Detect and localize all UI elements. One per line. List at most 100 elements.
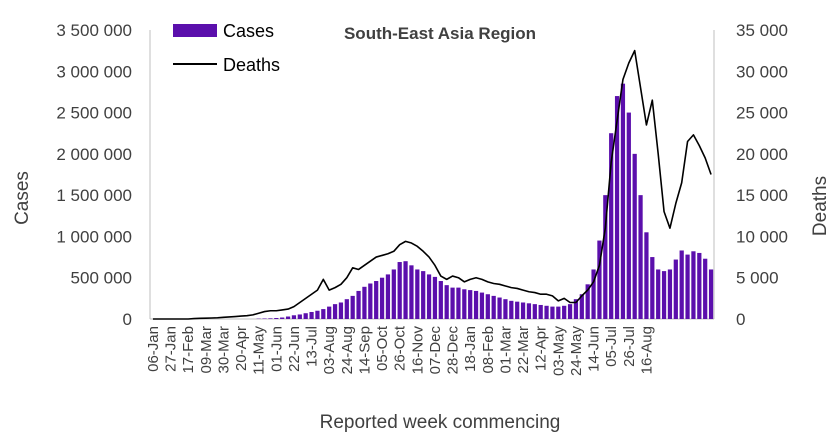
x-tick-label: 18-Jan <box>462 326 479 372</box>
cases-bar <box>327 306 332 319</box>
cases-bar <box>291 315 297 319</box>
cases-bar <box>644 232 649 319</box>
x-tick-label: 01-Jun <box>268 326 285 372</box>
cases-bar <box>262 318 267 319</box>
cases-bar <box>456 287 461 319</box>
cases-bar <box>520 302 526 319</box>
x-tick-label: 03-May <box>550 326 567 377</box>
y-tick-label: 1 500 000 <box>56 186 132 205</box>
cases-bar <box>497 297 502 319</box>
cases-bar <box>362 286 367 319</box>
cases-bar <box>685 254 690 319</box>
cases-bar <box>309 311 314 319</box>
cases-bar <box>391 269 396 319</box>
y-tick-label: 500 000 <box>71 269 132 288</box>
x-tick-label: 05-Jul <box>603 326 620 367</box>
cases-bar <box>338 302 344 319</box>
x-tick-label: 03-Aug <box>321 326 338 374</box>
y-tick-label: 3 500 000 <box>56 21 132 40</box>
cases-bar <box>515 301 520 319</box>
x-tick-label: 22-Mar <box>515 326 532 374</box>
cases-bar <box>491 295 496 319</box>
cases-bar <box>485 294 490 319</box>
x-axis-title: Reported week commencing <box>320 412 561 433</box>
x-tick-label: 24-Aug <box>339 326 356 374</box>
cases-bar <box>274 318 279 319</box>
y-tick-label: 0 <box>123 310 132 329</box>
cases-bar <box>356 290 361 319</box>
cases-bar <box>421 271 426 319</box>
cases-bar <box>409 265 414 319</box>
cases-bar <box>297 314 302 319</box>
x-tick-label: 27-Jan <box>163 326 180 372</box>
cases-bar <box>703 258 708 319</box>
cases-bar <box>503 299 508 319</box>
y-axis-title: Cases <box>12 171 33 225</box>
legend-cases-swatch <box>173 24 217 37</box>
x-tick-label: 16-Aug <box>638 326 655 374</box>
cases-bar <box>462 289 467 319</box>
cases-bar <box>432 276 438 319</box>
cases-bar <box>661 271 667 319</box>
y2-tick-label: 10 000 <box>736 227 788 246</box>
x-tick-label: 22-Jun <box>286 326 303 372</box>
cases-bar <box>479 292 485 319</box>
cases-bar <box>691 251 696 319</box>
x-tick-label: 26-Oct <box>392 325 409 371</box>
x-tick-label: 14-Jun <box>586 326 603 372</box>
cases-bar <box>368 283 373 319</box>
cases-bar <box>315 310 320 319</box>
deaths-line <box>152 49 712 320</box>
x-tick-label: 05-Oct <box>374 325 391 371</box>
x-tick-label: 01-Mar <box>497 326 514 374</box>
cases-bar <box>626 112 631 319</box>
y2-tick-label: 30 000 <box>736 62 788 81</box>
cases-bar <box>603 195 608 319</box>
cases-bar <box>285 316 291 319</box>
x-tick-label: 08-Feb <box>480 326 497 374</box>
y2-tick-label: 25 000 <box>736 104 788 123</box>
y-tick-label: 2 000 000 <box>56 145 132 164</box>
x-tick-label: 06-Jan <box>145 326 162 372</box>
x-axis-ticks: 06-Jan 27-Jan 17-Feb 09-Mar 30-Mar 20-Apr 11-M… <box>145 325 656 376</box>
y-axis-left-ticks: 0 500 000 1 000 000 1 500 000 2 000 000 2 500… <box>56 21 132 329</box>
cases-bar <box>438 281 443 319</box>
y2-tick-label: 5 000 <box>736 269 779 288</box>
cases-bar <box>544 305 549 319</box>
y-tick-label: 3 000 000 <box>56 62 132 81</box>
cases-bar <box>614 96 620 319</box>
cases-bar <box>374 281 379 319</box>
cases-bar <box>332 304 338 319</box>
cases-bar <box>280 317 285 319</box>
cases-bar <box>509 300 514 319</box>
cases-bar <box>632 153 637 319</box>
x-tick-label: 26-Jul <box>621 326 638 367</box>
cases-bar <box>268 318 273 319</box>
cases-bar <box>426 274 432 319</box>
cases-bars <box>256 83 714 319</box>
cases-bar <box>385 274 391 319</box>
x-tick-label: 28-Dec <box>445 326 462 375</box>
cases-bar <box>562 305 567 319</box>
x-tick-label: 09-Mar <box>198 326 215 374</box>
cases-bar <box>550 306 555 319</box>
cases-bar <box>538 304 543 319</box>
cases-bar <box>620 83 626 319</box>
cases-bar <box>473 290 479 319</box>
y-axis-right-ticks: 0 5 000 10 000 15 000 20 000 25 000 30 000 35 0… <box>736 21 788 329</box>
x-tick-label: 20-Apr <box>233 326 250 371</box>
legend: Cases Deaths <box>173 21 280 75</box>
deaths-line-layer <box>152 49 712 320</box>
y2-axis-title: Deaths <box>810 176 831 236</box>
cases-bar <box>585 284 590 319</box>
y2-tick-label: 20 000 <box>736 145 788 164</box>
x-tick-label: 17-Feb <box>180 326 197 374</box>
cases-bar <box>450 287 455 319</box>
y2-tick-label: 15 000 <box>736 186 788 205</box>
cases-bar <box>415 269 420 319</box>
cases-bar <box>532 304 537 319</box>
legend-deaths-label: Deaths <box>223 55 280 75</box>
chart-title: South-East Asia Region <box>344 24 536 43</box>
x-tick-label: 12-Apr <box>533 326 550 371</box>
cases-bar <box>444 285 449 319</box>
